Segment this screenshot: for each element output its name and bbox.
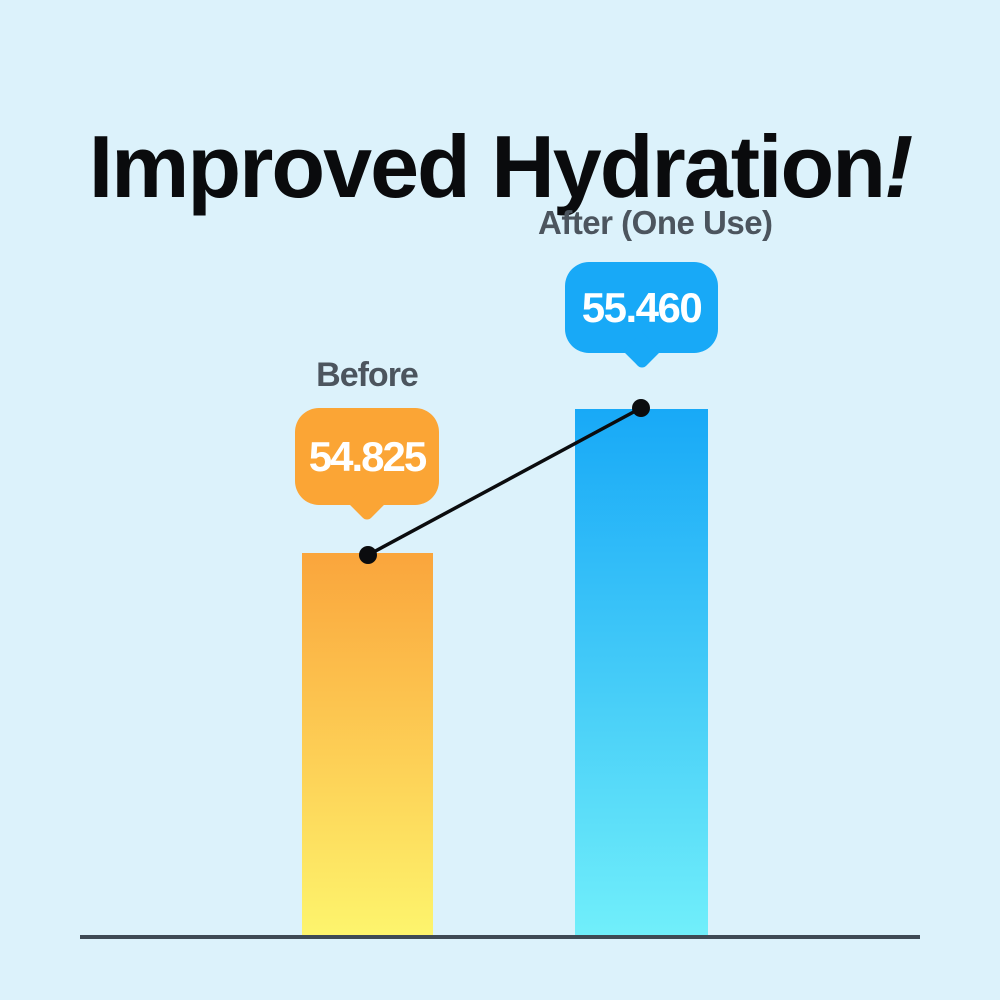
bubble-tail-after [622,331,661,370]
title-exclamation: ! [883,116,913,216]
chart-title-text: Improved Hydration [88,116,886,216]
category-label-before: Before [316,356,419,394]
bubble-tail-before [347,483,387,522]
value-after: 55.460 [581,283,703,331]
bar-after [575,409,708,937]
category-label-after: After (One Use) [538,204,773,241]
value-bubble-after: 55.460 [565,262,718,370]
x-axis-line [80,935,920,939]
bar-before [302,553,433,937]
value-bubble-before: 54.825 [295,408,439,522]
chart-title: Improved Hydration! [0,122,1000,211]
value-before: 54.825 [308,432,427,480]
